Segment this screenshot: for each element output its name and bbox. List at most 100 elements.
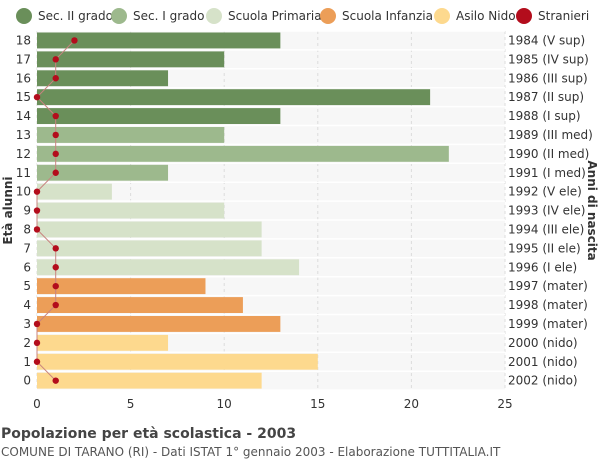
y-tick-label: 1: [23, 355, 31, 369]
bar: [37, 297, 243, 313]
legend-item: Sec. I grado: [111, 8, 204, 24]
x-tick-label: 25: [497, 397, 512, 411]
bar: [37, 32, 281, 49]
legend-swatch: [516, 8, 532, 24]
y-tick-label: 10: [16, 185, 31, 199]
legend-item: Asilo Nido: [434, 8, 516, 24]
bar: [37, 372, 262, 389]
bar: [37, 89, 431, 106]
y-right-tick-label: 1998 (mater): [508, 298, 588, 312]
y-right-tick-label: 1992 (V ele): [508, 185, 582, 199]
legend-label: Sec. I grado: [133, 9, 205, 23]
y-right-tick-label: 1996 (I ele): [508, 260, 577, 274]
bar: [37, 164, 169, 181]
y-right-tick-label: 1997 (mater): [508, 279, 588, 293]
stranieri-point: [33, 226, 41, 233]
y-tick-label: 0: [23, 374, 31, 388]
bar: [37, 316, 281, 332]
stranieri-point: [33, 339, 41, 347]
y-axis-title: Età alunni: [1, 176, 15, 244]
y-right-tick-label: 1988 (I sup): [508, 109, 581, 123]
bar: [37, 278, 206, 295]
y-tick-label: 12: [16, 147, 31, 161]
y-tick-label: 14: [16, 109, 31, 123]
chart-subtitle: COMUNE DI TARANO (RI) - Dati ISTAT 1° ge…: [1, 445, 501, 459]
legend-label: Sec. II grado: [38, 9, 113, 23]
stranieri-point: [52, 131, 59, 139]
bar: [37, 70, 169, 87]
chart-title: Popolazione per età scolastica - 2003: [1, 426, 297, 442]
stranieri-point: [52, 301, 59, 309]
bar: [37, 108, 281, 124]
bar: [37, 127, 225, 143]
legend-swatch: [434, 8, 450, 24]
x-tick-label: 20: [404, 397, 419, 411]
y-tick-label: 9: [23, 204, 31, 218]
legend-item: Scuola Primaria: [206, 8, 322, 24]
y-tick-label: 13: [16, 128, 31, 142]
legend-label: Scuola Primaria: [228, 9, 322, 23]
stranieri-point: [52, 150, 59, 158]
bar: [37, 240, 262, 257]
legend-label: Stranieri: [538, 9, 590, 23]
legend-item: Scuola Infanzia: [320, 8, 433, 24]
y-right-tick-label: 2000 (nido): [508, 336, 578, 350]
bar: [37, 221, 262, 238]
y-tick-label: 18: [16, 33, 31, 47]
bar: [37, 145, 449, 162]
x-tick-label: 5: [127, 397, 135, 411]
bar: [37, 202, 225, 219]
legend-item: Stranieri: [516, 8, 589, 24]
y-right-tick-label: 1993 (IV ele): [508, 204, 585, 218]
y-right-tick-label: 1987 (II sup): [508, 90, 584, 104]
stranieri-point: [52, 264, 59, 271]
y-right-tick-label: 2002 (nido): [508, 374, 578, 388]
y-tick-label: 17: [16, 52, 31, 66]
legend: Sec. II grado Sec. I grado Scuola Primaria…: [0, 0, 600, 30]
x-tick-label: 10: [217, 397, 232, 411]
y-right-tick-label: 1991 (I med): [508, 166, 586, 180]
stranieri-point: [33, 188, 41, 195]
stranieri-point: [52, 282, 59, 290]
y-right-tick-label: 1994 (III ele): [508, 222, 584, 236]
y-right-tick-label: 1985 (IV sup): [508, 52, 589, 66]
bar: [37, 334, 169, 351]
y-right-tick-label: 1999 (mater): [508, 317, 588, 331]
y-right-tick-label: 1990 (II med): [508, 147, 589, 161]
y-tick-label: 16: [16, 71, 31, 85]
legend-swatch: [16, 8, 32, 24]
y-right-tick-label: 1989 (III med): [508, 128, 593, 142]
y-tick-label: 5: [23, 279, 31, 293]
y-tick-label: 15: [16, 90, 31, 104]
y-axis-right-title: Anni di nascita: [585, 160, 599, 260]
y-tick-label: 7: [23, 241, 31, 255]
legend-item: Sec. II grado: [16, 8, 113, 24]
legend-swatch: [320, 8, 336, 24]
bar: [37, 51, 225, 68]
x-tick-label: 0: [33, 397, 41, 411]
y-right-tick-label: 1995 (II ele): [508, 241, 581, 255]
bar: [37, 353, 318, 370]
stranieri-point: [33, 207, 41, 214]
stranieri-point: [52, 56, 59, 63]
stranieri-point: [33, 93, 41, 101]
y-tick-label: 8: [23, 222, 31, 236]
y-tick-label: 3: [23, 317, 31, 331]
stranieri-point: [33, 320, 41, 328]
y-right-tick-label: 1986 (III sup): [508, 71, 588, 85]
bar: [37, 259, 300, 276]
legend-swatch: [206, 8, 222, 24]
y-tick-label: 4: [23, 298, 31, 312]
bar: [37, 183, 112, 200]
stranieri-point: [33, 358, 41, 365]
stranieri-point: [52, 245, 59, 252]
stranieri-point: [71, 37, 78, 44]
stranieri-point: [52, 112, 59, 120]
stranieri-point: [52, 377, 59, 384]
stranieri-point: [52, 169, 59, 176]
legend-label: Asilo Nido: [456, 9, 516, 23]
y-right-tick-label: 1984 (V sup): [508, 33, 585, 47]
y-right-tick-label: 2001 (nido): [508, 355, 578, 369]
y-tick-label: 11: [16, 166, 31, 180]
